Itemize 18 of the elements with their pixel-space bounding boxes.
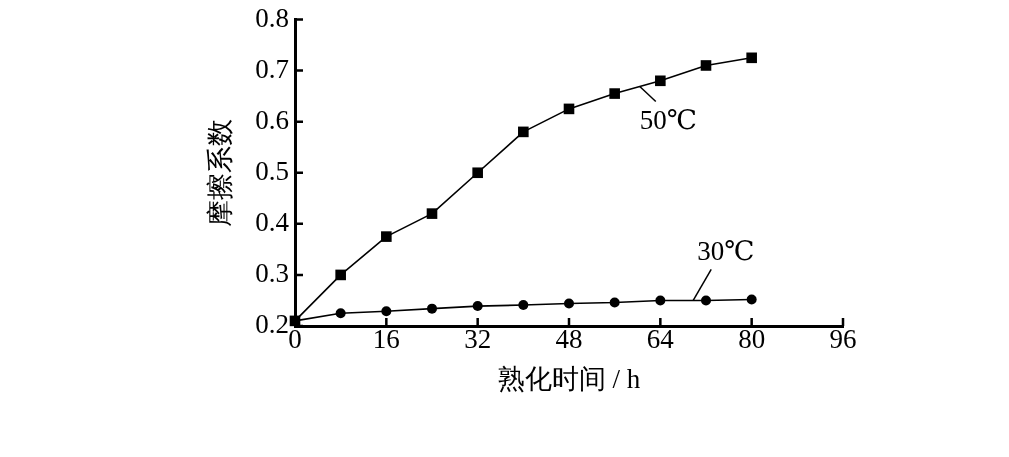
y-tick-label: 0.2 bbox=[255, 309, 289, 340]
y-tick-label: 0.8 bbox=[255, 2, 289, 33]
y-tick-label: 0.4 bbox=[255, 206, 290, 237]
x-tick-label: 64 bbox=[646, 323, 675, 354]
x-tick-label: 0 bbox=[288, 323, 302, 354]
legend-label: 50℃ bbox=[639, 104, 697, 135]
x-axis-title: 熟化时间 / h bbox=[497, 363, 641, 394]
y-tick-label: 0.7 bbox=[255, 53, 289, 84]
x-tick-label: 48 bbox=[555, 323, 583, 354]
y-tick-label: 0.3 bbox=[255, 258, 289, 289]
x-tick-label: 16 bbox=[372, 323, 400, 354]
series-label: 30℃ bbox=[697, 236, 755, 267]
x-tick-label: 96 bbox=[829, 323, 857, 354]
y-tick-label: 0.5 bbox=[255, 155, 289, 186]
y-axis-title: 摩擦系数 bbox=[205, 118, 236, 227]
x-tick-label: 32 bbox=[464, 323, 492, 354]
y-tick-label: 0.6 bbox=[255, 104, 289, 135]
x-tick-label: 80 bbox=[738, 323, 766, 354]
